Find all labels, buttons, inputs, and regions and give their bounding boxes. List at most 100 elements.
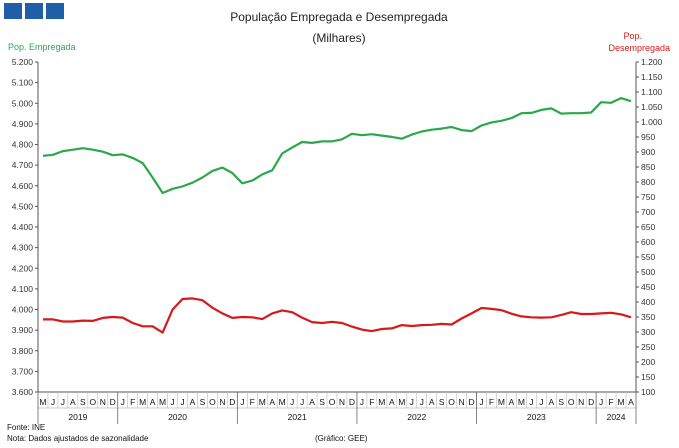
right-tick-label: 1.100 [641,87,663,97]
left-tick-label: 5.000 [12,98,34,108]
left-tick-label: 4.100 [12,284,34,294]
x-month-label: F [608,397,613,407]
left-tick-label: 4.500 [12,201,34,211]
x-month-label: S [439,397,445,407]
left-tick-label: 3.700 [12,366,34,376]
left-axis-label: Pop. Empregada [8,42,76,52]
x-month-label: M [618,397,625,407]
x-year-label: 2020 [168,412,187,422]
x-month-label: J [170,397,174,407]
logo-block [25,3,43,19]
x-month-label: J [300,397,304,407]
footer-chart-credit: (Gráfico: GEE) [315,434,368,443]
x-month-label: O [329,397,336,407]
right-tick-label: 1.050 [641,102,663,112]
x-month-label: S [80,397,86,407]
right-tick-label: 550 [641,252,655,262]
x-month-label: M [518,397,525,407]
right-tick-label: 1.200 [641,57,663,67]
chart-subtitle: (Milhares) [312,31,365,45]
right-tick-label: 900 [641,147,655,157]
x-month-label: J [180,397,184,407]
x-month-label: A [309,397,315,407]
right-tick-label: 400 [641,297,655,307]
right-tick-label: 950 [641,132,655,142]
x-year-label: 2019 [68,412,87,422]
x-month-label: A [190,397,196,407]
right-tick-label: 100 [641,387,655,397]
x-month-label: O [209,397,216,407]
left-tick-label: 4.000 [12,305,34,315]
x-month-label: N [578,397,584,407]
x-month-label: O [90,397,97,407]
series-line-empregada [42,96,632,195]
right-tick-label: 800 [641,177,655,187]
right-tick-label: 500 [641,267,655,277]
x-month-label: A [150,397,156,407]
x-month-label: J [539,397,543,407]
x-month-label: A [70,397,76,407]
x-year-label: 2021 [288,412,307,422]
right-tick-label: 1.150 [641,72,663,82]
footer-note: Nota: Dados ajustados de sazonalidade [7,434,149,443]
left-tick-label: 4.700 [12,160,34,170]
right-tick-label: 700 [641,207,655,217]
x-month-label: J [240,397,244,407]
x-month-label: S [200,397,206,407]
x-month-label: M [498,397,505,407]
x-month-label: A [269,397,275,407]
x-month-label: D [110,397,116,407]
left-tick-label: 4.300 [12,243,34,253]
x-month-label: N [219,397,225,407]
x-month-label: J [529,397,533,407]
x-month-label: A [509,397,515,407]
right-tick-label: 150 [641,372,655,382]
logo-block [4,3,22,19]
x-year-label: 2024 [607,412,626,422]
series-line-desempregada [43,297,632,334]
x-month-label: J [410,397,414,407]
right-tick-label: 250 [641,342,655,352]
x-month-label: F [130,397,135,407]
x-month-label: J [479,397,483,407]
right-tick-label: 1.000 [641,117,663,127]
left-tick-label: 3.900 [12,325,34,335]
x-month-label: J [121,397,125,407]
x-month-label: F [489,397,494,407]
x-month-label: A [429,397,435,407]
right-tick-label: 200 [641,357,655,367]
x-month-label: M [279,397,286,407]
x-month-label: O [568,397,575,407]
x-month-label: A [628,397,634,407]
x-year-label: 2023 [527,412,546,422]
right-tick-label: 650 [641,222,655,232]
x-month-label: F [250,397,255,407]
right-tick-label: 750 [641,192,655,202]
right-axis-label-line1: Pop. [623,31,642,41]
left-tick-label: 4.600 [12,181,34,191]
x-month-label: M [139,397,146,407]
right-tick-label: 600 [641,237,655,247]
x-month-label: A [548,397,554,407]
left-tick-label: 4.800 [12,140,34,150]
left-tick-label: 4.400 [12,222,34,232]
x-month-label: J [420,397,424,407]
left-tick-label: 3.800 [12,346,34,356]
right-tick-label: 350 [641,312,655,322]
left-tick-label: 3.600 [12,387,34,397]
right-tick-label: 450 [641,282,655,292]
x-month-label: J [360,397,364,407]
x-year-label: 2022 [407,412,426,422]
x-month-label: J [290,397,294,407]
x-month-label: D [229,397,235,407]
right-axis-label-line2: Desempregada [608,43,670,53]
x-month-label: F [369,397,374,407]
logo-block [46,3,64,19]
x-month-label: J [599,397,603,407]
x-month-label: D [468,397,474,407]
x-month-label: J [51,397,55,407]
left-tick-label: 5.100 [12,78,34,88]
right-tick-label: 850 [641,162,655,172]
x-month-label: N [100,397,106,407]
left-tick-label: 4.200 [12,263,34,273]
